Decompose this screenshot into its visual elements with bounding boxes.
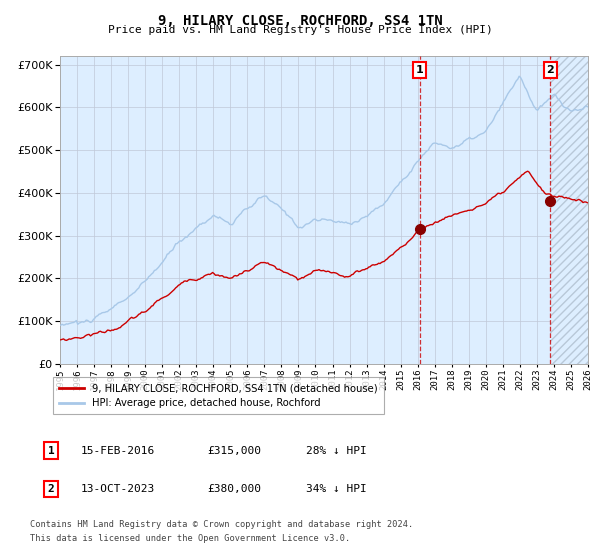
Text: 9, HILARY CLOSE, ROCHFORD, SS4 1TN: 9, HILARY CLOSE, ROCHFORD, SS4 1TN xyxy=(158,14,442,28)
Text: Contains HM Land Registry data © Crown copyright and database right 2024.: Contains HM Land Registry data © Crown c… xyxy=(30,520,413,529)
Text: 34% ↓ HPI: 34% ↓ HPI xyxy=(306,484,367,494)
Text: This data is licensed under the Open Government Licence v3.0.: This data is licensed under the Open Gov… xyxy=(30,534,350,543)
Text: 2: 2 xyxy=(547,66,554,75)
Text: Price paid vs. HM Land Registry's House Price Index (HPI): Price paid vs. HM Land Registry's House … xyxy=(107,25,493,35)
Text: £315,000: £315,000 xyxy=(207,446,261,456)
Text: £380,000: £380,000 xyxy=(207,484,261,494)
Legend: 9, HILARY CLOSE, ROCHFORD, SS4 1TN (detached house), HPI: Average price, detache: 9, HILARY CLOSE, ROCHFORD, SS4 1TN (deta… xyxy=(53,377,383,414)
Text: 1: 1 xyxy=(47,446,55,456)
Text: 1: 1 xyxy=(416,66,424,75)
Text: 28% ↓ HPI: 28% ↓ HPI xyxy=(306,446,367,456)
Text: 13-OCT-2023: 13-OCT-2023 xyxy=(81,484,155,494)
Text: 2: 2 xyxy=(47,484,55,494)
Bar xyxy=(550,56,588,364)
Text: 15-FEB-2016: 15-FEB-2016 xyxy=(81,446,155,456)
